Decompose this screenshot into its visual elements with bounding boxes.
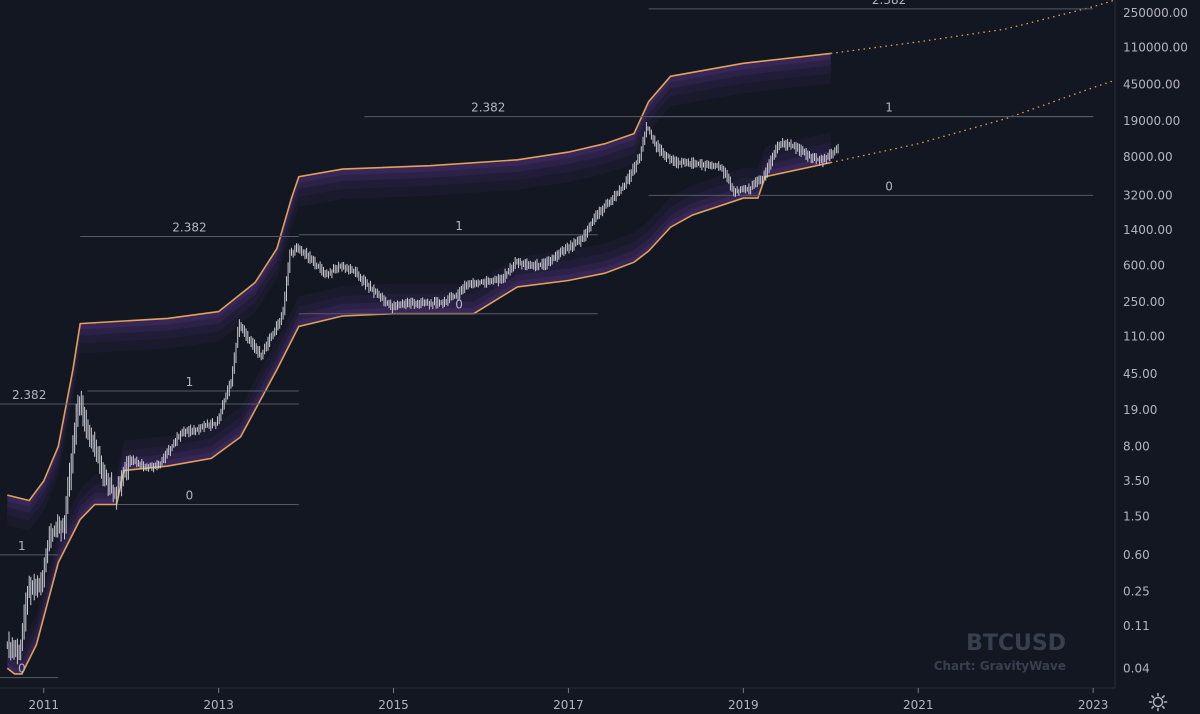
y-tick-label: 8000.00 (1123, 150, 1173, 164)
upper-band-projection (830, 0, 1116, 55)
upper-band-line (7, 52, 831, 502)
x-tick-label: 2023 (1078, 698, 1109, 712)
y-tick-label: 45000.00 (1123, 78, 1180, 92)
y-tick-label: 600.00 (1123, 259, 1165, 273)
y-tick-label: 110000.00 (1123, 40, 1188, 54)
x-tick-label: 2011 (28, 698, 59, 712)
fib-label-0: 2.382 (12, 388, 46, 402)
y-tick-label: 0.25 (1123, 585, 1150, 599)
gear-icon[interactable] (1148, 692, 1168, 712)
x-tick-label: 2013 (203, 698, 234, 712)
lower-band-line (6, 161, 831, 675)
y-tick-label: 1.50 (1123, 510, 1150, 524)
y-tick-label: 0.11 (1123, 619, 1150, 633)
x-tick-label: 2015 (378, 698, 409, 712)
y-tick-label: 8.00 (1123, 439, 1150, 453)
lower-band-projection (830, 79, 1116, 164)
time-axis[interactable]: 2011 2013 2015 2017 2019 2021 2023 (28, 688, 1108, 712)
y-tick-label: 19.00 (1123, 403, 1157, 417)
fib-label-4: 0 (186, 488, 194, 502)
price-axis[interactable]: 250000.00 110000.00 45000.00 19000.00 8000.0… (1123, 6, 1188, 675)
fib-label-10: 1 (885, 101, 893, 115)
y-tick-label: 0.60 (1123, 548, 1150, 562)
y-tick-label: 250000.00 (1123, 6, 1188, 20)
fib-label-3: 0 (18, 662, 26, 676)
fib-label-1: 1 (18, 539, 26, 553)
x-tick-label: 2017 (553, 698, 584, 712)
y-tick-label: 1400.00 (1123, 223, 1173, 237)
y-tick-label: 0.04 (1123, 661, 1150, 675)
fib-label-2: 1 (186, 375, 194, 389)
y-tick-label: 45.00 (1123, 367, 1157, 381)
fib-label-9: 2.382 (872, 0, 906, 7)
fib-levels: 2.382 1 1 0 0 2.382 1 0 2.382 2.382 1 0 (0, 0, 1094, 679)
y-tick-label: 3.50 (1123, 474, 1150, 488)
y-tick-label: 250.00 (1123, 295, 1165, 309)
fib-label-11: 0 (885, 179, 893, 193)
x-tick-label: 2021 (903, 698, 934, 712)
fib-label-8: 2.382 (471, 101, 505, 115)
price-series (6, 122, 839, 665)
fib-label-5: 2.382 (172, 221, 206, 235)
symbol-watermark: BTCUSD (966, 631, 1066, 656)
fib-label-7: 0 (455, 298, 463, 312)
y-tick-label: 19000.00 (1123, 114, 1180, 128)
credit-watermark: Chart: GravityWave (934, 659, 1066, 673)
y-tick-label: 3200.00 (1123, 188, 1173, 202)
y-tick-label: 110.00 (1123, 330, 1165, 344)
fib-label-6: 1 (455, 219, 463, 233)
x-tick-label: 2019 (728, 698, 759, 712)
